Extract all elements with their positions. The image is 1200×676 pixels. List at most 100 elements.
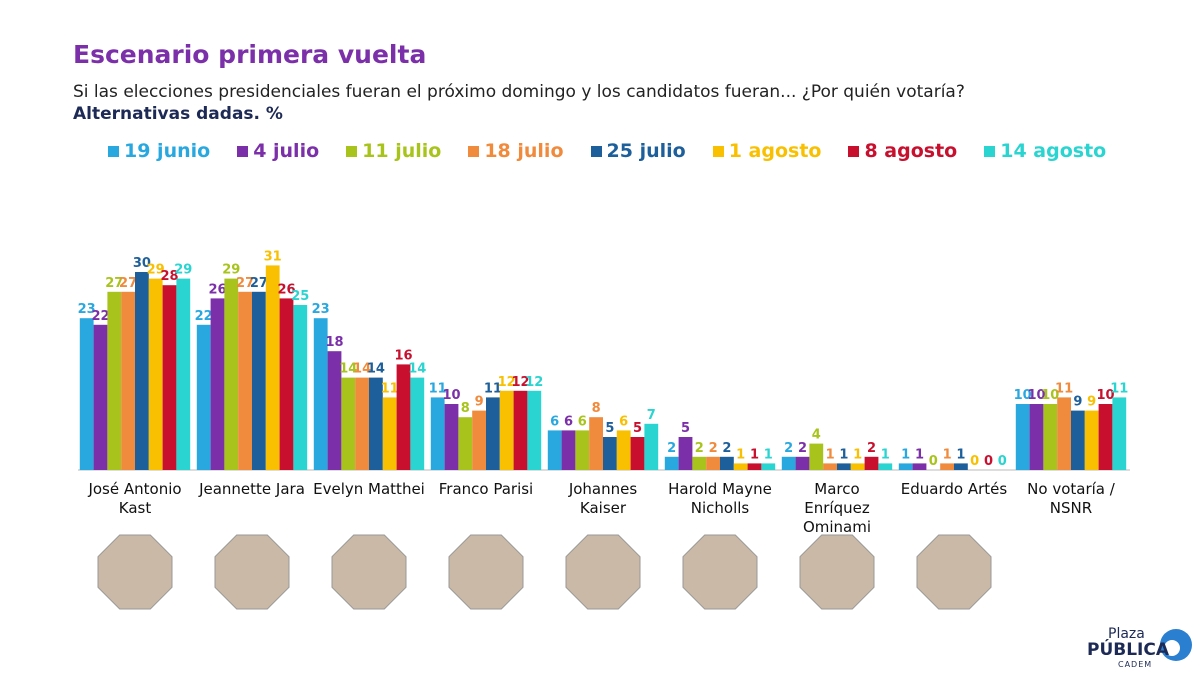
data-label: 1	[853, 447, 862, 462]
bar	[499, 390, 514, 470]
data-label: 10	[1096, 388, 1114, 403]
bar	[575, 430, 590, 470]
bar	[1057, 397, 1071, 470]
legend-swatch	[237, 145, 249, 157]
legend-swatch	[984, 145, 996, 157]
bar	[472, 410, 486, 470]
chart-note: Alternativas dadas. %	[73, 104, 283, 124]
data-label: 11	[484, 381, 502, 396]
data-label: 16	[394, 348, 412, 363]
data-label: 1	[881, 447, 890, 462]
bar	[547, 430, 562, 470]
bar	[135, 272, 149, 470]
candidate-photo	[331, 534, 407, 610]
x-tick-label: José Antonio Kast	[88, 480, 182, 517]
legend-swatch	[468, 145, 480, 157]
data-label: 10	[442, 388, 460, 403]
legend-item: 4 julio	[237, 140, 319, 162]
data-label: 10	[1041, 388, 1059, 403]
bar	[410, 377, 425, 470]
data-label: 12	[498, 375, 516, 390]
data-label: 11	[1110, 381, 1128, 396]
bar	[912, 463, 927, 470]
legend-swatch	[108, 145, 119, 157]
data-label: 0	[984, 454, 993, 469]
data-label: 1	[915, 447, 924, 462]
data-label: 11	[1055, 381, 1073, 396]
data-label: 12	[525, 375, 543, 390]
candidate-photo	[97, 534, 173, 610]
bar	[954, 463, 968, 470]
bar	[513, 390, 528, 470]
data-label: 8	[592, 401, 601, 416]
bar	[561, 430, 576, 470]
bar	[252, 291, 266, 470]
legend-swatch	[346, 145, 358, 157]
data-label: 27	[250, 276, 268, 291]
x-tick-label: Marco Enríquez Ominami	[802, 480, 872, 536]
data-label: 2	[784, 441, 793, 456]
bar	[224, 278, 239, 470]
bar	[527, 390, 542, 470]
data-label: 31	[264, 249, 282, 264]
bar	[327, 351, 342, 470]
candidate-photo	[682, 534, 758, 610]
bar	[1015, 404, 1030, 470]
logo-text: Plaza	[1108, 626, 1145, 642]
bar	[795, 456, 810, 470]
data-label: 9	[1087, 395, 1096, 410]
candidate-photo	[916, 534, 992, 610]
bar	[293, 305, 308, 470]
data-label: 2	[798, 441, 807, 456]
legend-swatch	[848, 145, 860, 157]
legend-label: 1 agosto	[728, 140, 822, 162]
legend-item: 14 agosto	[984, 140, 1106, 162]
bar	[444, 404, 459, 470]
legend-label: 19 junio	[124, 140, 211, 162]
bar	[878, 463, 893, 470]
bar	[1112, 397, 1127, 470]
x-tick-label: Eduardo Artés	[900, 480, 1008, 498]
bar	[430, 397, 445, 470]
bar	[733, 463, 748, 470]
data-label: 5	[605, 421, 614, 436]
data-label: 10	[1027, 388, 1045, 403]
legend-item: 25 julio	[590, 140, 686, 162]
data-label: 1	[839, 447, 848, 462]
logo-icon	[1164, 640, 1180, 656]
logo-text: CADEM	[1118, 660, 1153, 669]
data-label: 0	[970, 454, 979, 469]
data-label: 2	[722, 441, 731, 456]
bar	[279, 298, 294, 470]
bar	[1098, 404, 1113, 470]
legend-label: 11 julio	[362, 140, 442, 162]
bar	[747, 463, 762, 470]
data-label: 25	[291, 289, 309, 304]
legend-label: 4 julio	[253, 140, 320, 162]
bar	[148, 278, 163, 470]
bar	[121, 291, 135, 470]
bar	[644, 423, 659, 470]
legend-item: 11 julio	[346, 140, 441, 162]
bar	[603, 437, 617, 470]
bar	[1071, 410, 1085, 470]
bar	[458, 417, 473, 470]
bar	[486, 397, 500, 470]
legend-swatch	[712, 145, 724, 157]
legend-item: 18 julio	[468, 140, 564, 162]
bar	[823, 463, 837, 470]
data-label: 1	[901, 447, 910, 462]
data-label: 27	[105, 276, 123, 291]
bar	[589, 417, 603, 470]
bar	[1043, 404, 1058, 470]
legend-item: 1 agosto	[712, 140, 822, 162]
legend-item: 19 junio	[108, 140, 210, 162]
data-label: 26	[277, 282, 295, 297]
data-label: 1	[750, 447, 759, 462]
bar	[196, 324, 211, 470]
bar	[210, 298, 225, 470]
data-label: 23	[78, 302, 96, 317]
bar	[616, 430, 631, 470]
